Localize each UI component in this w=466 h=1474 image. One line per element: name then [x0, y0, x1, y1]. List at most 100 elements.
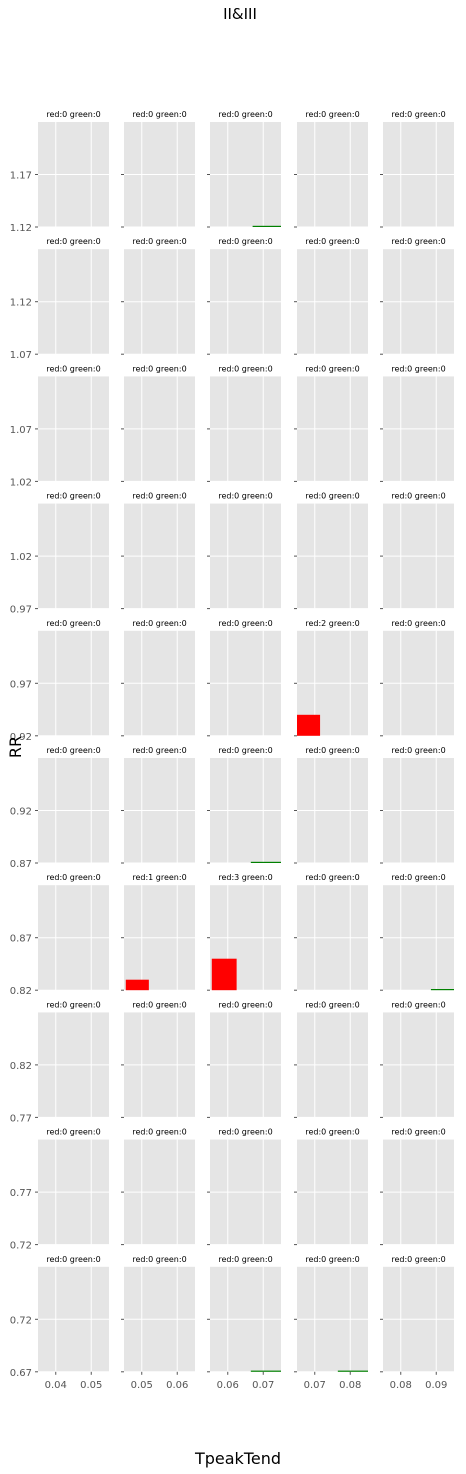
subplot-r2-c0: 1.02 1.07 red:0 green:0	[10, 364, 109, 488]
subplot-title: red:0 green:0	[46, 1000, 100, 1009]
x-tick-label: 0.07	[252, 1380, 274, 1391]
subplot-title: red:0 green:0	[46, 619, 100, 628]
y-tick-label: 0.97	[10, 605, 32, 616]
subplot-r0-c1: red:0 green:0	[121, 110, 195, 228]
subplot-r4-c4: red:0 green:0	[380, 619, 454, 737]
subplot-title: red:0 green:0	[218, 237, 272, 246]
subplot-title: red:0 green:0	[46, 873, 100, 882]
subplot-title: red:0 green:0	[391, 492, 445, 501]
subplot-r7-c4: red:0 green:0	[380, 1000, 454, 1118]
green-bar	[252, 225, 281, 227]
subplot-r4-c2: red:0 green:0	[207, 619, 281, 737]
y-tick-label: 0.82	[10, 1061, 32, 1072]
subplot-r9-c1: red:0 green:0 0.05 0.06	[121, 1255, 195, 1391]
red-bar	[211, 958, 237, 991]
subplot-r2-c2: red:0 green:0	[207, 364, 281, 482]
green-bar	[337, 1370, 368, 1372]
y-tick-label: 0.77	[10, 1113, 32, 1124]
subplot-r6-c0: 0.82 0.87 red:0 green:0	[10, 873, 109, 997]
x-tick-label: 0.09	[425, 1380, 447, 1391]
subplot-r9-c3: red:0 green:0 0.07 0.08	[294, 1255, 368, 1391]
subplot-title: red:0 green:0	[132, 237, 186, 246]
subplot-r4-c1: red:0 green:0	[121, 619, 195, 737]
subplot-title: red:0 green:0	[132, 1255, 186, 1264]
subplot-title: red:0 green:0	[218, 492, 272, 501]
subplot-title: red:0 green:0	[132, 1000, 186, 1009]
subplot-title: red:0 green:0	[218, 619, 272, 628]
subplot-r4-c3: red:2 green:0	[294, 619, 368, 737]
x-tick-label: 0.06	[166, 1380, 188, 1391]
subplot-title: red:0 green:0	[305, 1000, 359, 1009]
subplot-r7-c1: red:0 green:0	[121, 1000, 195, 1118]
subplot-r7-c3: red:0 green:0	[294, 1000, 368, 1118]
subplot-r8-c3: red:0 green:0	[294, 1128, 368, 1246]
subplot-title: red:0 green:0	[46, 364, 100, 373]
y-tick-label: 1.07	[10, 350, 32, 361]
subplot-r5-c0: 0.87 0.92 red:0 green:0	[10, 746, 109, 870]
green-bar	[250, 1370, 281, 1372]
x-tick-label: 0.05	[131, 1380, 153, 1391]
subplot-title: red:0 green:0	[218, 1000, 272, 1009]
subplot-r7-c0: 0.77 0.82 red:0 green:0	[10, 1000, 109, 1124]
subplot-r3-c0: 0.97 1.02 red:0 green:0	[10, 492, 109, 616]
subplot-title: red:0 green:0	[218, 364, 272, 373]
subplot-r3-c3: red:0 green:0	[294, 492, 368, 610]
subplot-r1-c1: red:0 green:0	[121, 237, 195, 355]
subplot-title: red:0 green:0	[46, 110, 100, 119]
subplot-r2-c1: red:0 green:0	[121, 364, 195, 482]
x-tick-label: 0.05	[80, 1380, 102, 1391]
subplot-r1-c3: red:0 green:0	[294, 237, 368, 355]
y-tick-label: 0.92	[10, 807, 32, 818]
subplot-r8-c4: red:0 green:0	[380, 1128, 454, 1246]
y-tick-label: 0.92	[10, 732, 32, 743]
y-tick-label: 0.87	[10, 859, 32, 870]
subplot-r1-c0: 1.07 1.12 red:0 green:0	[10, 237, 109, 361]
subplot-r7-c2: red:0 green:0	[207, 1000, 281, 1118]
subplot-r9-c2: red:0 green:0 0.06 0.07	[207, 1255, 281, 1391]
subplot-r6-c1: red:1 green:0	[121, 873, 195, 991]
y-tick-label: 0.77	[10, 1188, 32, 1199]
subplot-r0-c0: 1.12 1.17 red:0 green:0	[10, 110, 109, 234]
subplot-r2-c3: red:0 green:0	[294, 364, 368, 482]
subplot-r3-c2: red:0 green:0	[207, 492, 281, 610]
subplot-r3-c1: red:0 green:0	[121, 492, 195, 610]
subplot-title: red:0 green:0	[132, 619, 186, 628]
subplot-r3-c4: red:0 green:0	[380, 492, 454, 610]
y-tick-label: 0.67	[10, 1368, 32, 1379]
subplot-r8-c1: red:0 green:0	[121, 1128, 195, 1246]
y-tick-label: 1.12	[10, 298, 32, 309]
subplot-r5-c2: red:0 green:0	[207, 746, 281, 864]
subplot-title: red:0 green:0	[391, 1128, 445, 1137]
subplot-title: red:0 green:0	[46, 746, 100, 755]
y-tick-label: 1.17	[10, 171, 32, 182]
subplot-title: red:0 green:0	[391, 237, 445, 246]
subplot-title: red:0 green:0	[46, 1128, 100, 1137]
subplot-title: red:0 green:0	[391, 364, 445, 373]
subplot-title: red:0 green:0	[132, 1128, 186, 1137]
subplot-title: red:0 green:0	[46, 1255, 100, 1264]
figure-suptitle: II&III	[223, 5, 257, 23]
subplot-title: red:0 green:0	[305, 492, 359, 501]
subplot-title: red:0 green:0	[305, 873, 359, 882]
green-bar	[430, 989, 454, 991]
subplot-title: red:0 green:0	[46, 492, 100, 501]
subplot-r9-c0: 0.67 0.72 red:0 green:0 0.04 0.05	[10, 1255, 109, 1391]
x-tick-label: 0.07	[304, 1380, 326, 1391]
y-tick-label: 0.97	[10, 679, 32, 690]
subplot-r5-c4: red:0 green:0	[380, 746, 454, 864]
x-tick-label: 0.06	[217, 1380, 239, 1391]
y-tick-label: 1.02	[10, 477, 32, 488]
subplot-title: red:2 green:0	[305, 619, 359, 628]
subplot-title: red:0 green:0	[218, 746, 272, 755]
subplot-r2-c4: red:0 green:0	[380, 364, 454, 482]
subplot-title: red:3 green:0	[218, 873, 272, 882]
subplot-r4-c0: 0.92 0.97 red:0 green:0	[10, 619, 109, 743]
subplot-r9-c4: red:0 green:0 0.08 0.09	[380, 1255, 454, 1391]
y-tick-label: 0.72	[10, 1315, 32, 1326]
y-tick-label: 1.12	[10, 223, 32, 234]
subplot-title: red:0 green:0	[132, 364, 186, 373]
subplot-title: red:0 green:0	[305, 237, 359, 246]
subplot-title: red:1 green:0	[132, 873, 186, 882]
